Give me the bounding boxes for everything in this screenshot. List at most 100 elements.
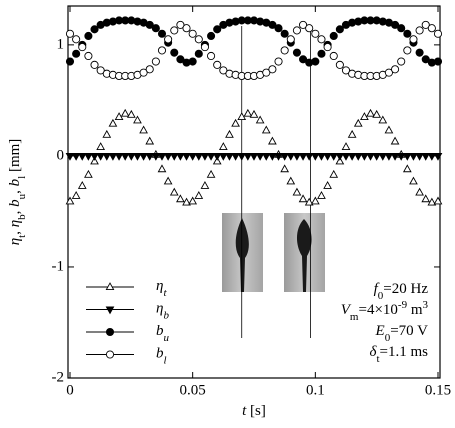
data-point [397,57,406,66]
y-tick-label: -1 [52,258,65,274]
data-point [194,35,203,44]
data-point [274,24,283,33]
data-point [261,152,271,161]
data-point [77,152,87,161]
data-point [218,152,228,161]
data-point [145,136,155,145]
data-point [145,152,155,161]
text-segment: b [7,199,23,207]
data-point [310,152,320,161]
text-segment: =4×10 [358,302,397,318]
text-segment: , [7,227,23,235]
data-point [108,118,118,127]
data-point [218,142,228,150]
data-point [409,152,418,161]
data-point [335,60,344,69]
data-point [126,152,136,161]
data-point [90,152,99,161]
data-point [305,24,314,33]
data-point [170,48,179,57]
data-point [164,35,173,44]
data-point [280,164,290,173]
data-point [157,46,167,55]
data-point [163,152,173,161]
data-point [96,152,106,161]
data-point [317,49,326,58]
x-tick-label: 0.1 [306,382,325,398]
data-point [329,51,338,61]
legend-marker [105,282,115,290]
data-point [329,169,339,178]
text-segment: δ [369,344,377,360]
data-point [396,152,406,161]
data-point [268,65,277,74]
annotation: Vm=4×10-9 m3 [341,299,429,323]
legend-label: bl [156,346,167,366]
data-point [341,152,351,161]
data-point [225,129,234,138]
text-segment: m [350,311,359,323]
data-point [249,109,259,118]
annotation: f0=20 Hz [374,281,429,301]
data-point [188,57,197,66]
data-point [90,25,99,34]
data-point [114,112,124,121]
data-point [310,196,320,205]
data-point [78,43,87,52]
data-point [378,152,388,161]
text-segment: -9 [398,299,408,311]
data-point [102,129,112,138]
data-point [188,196,198,205]
data-point [292,187,302,196]
data-point [200,181,210,189]
data-point [262,68,271,77]
data-point [353,118,363,127]
data-point [249,152,259,161]
data-point [421,20,430,29]
data-point [421,55,430,64]
data-point [65,29,75,38]
data-point [304,152,314,161]
data-point [157,164,167,173]
data-point [213,25,222,34]
x-axis-label: t [s] [242,403,266,419]
data-point [433,57,443,66]
x-tick-label: 0 [66,382,74,398]
data-point [65,196,75,205]
data-point [206,169,216,178]
text-segment: t [376,353,379,365]
text-segment: m [407,302,423,318]
data-point [323,43,332,52]
x-tick-label: 0.05 [180,382,206,398]
data-point [176,55,185,64]
data-point [360,152,369,161]
data-point [311,57,320,66]
data-point [317,190,326,199]
droplet-photo [284,213,325,292]
data-point [182,197,191,206]
data-point [402,164,412,173]
data-point [200,152,210,161]
data-point [372,152,382,161]
data-point [409,35,418,44]
data-point [421,152,431,161]
data-point [139,125,148,134]
data-point [96,142,106,150]
data-point [207,31,216,41]
data-point [298,152,308,161]
data-point [231,152,240,161]
text-segment: l [16,176,28,179]
data-point [133,152,142,161]
data-point [71,190,81,199]
data-point [329,31,338,41]
data-point [194,49,203,58]
data-point [402,152,412,161]
data-point [268,136,277,145]
data-point [84,169,93,178]
text-segment: 0 [385,332,391,344]
data-point [120,108,130,117]
data-point [298,194,308,203]
text-segment: =20 Hz [383,281,428,297]
data-point [231,118,240,127]
text-segment: f [374,281,380,297]
